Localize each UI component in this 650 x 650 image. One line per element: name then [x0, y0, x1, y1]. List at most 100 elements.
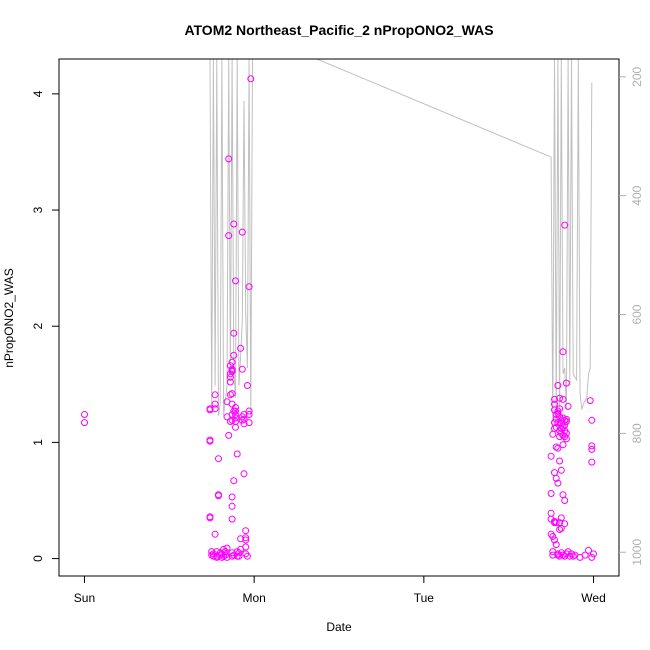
- data-point: [552, 541, 560, 549]
- data-point: [232, 414, 239, 422]
- data-point: [569, 552, 577, 560]
- y2-tick-label: 600: [630, 304, 644, 324]
- data-point: [206, 514, 214, 522]
- data-point: [581, 551, 589, 559]
- data-point: [554, 382, 562, 389]
- data-point: [554, 444, 562, 452]
- x-tick-label: Tue: [414, 591, 435, 605]
- chart-title: ATOM2 Northeast_Pacific_2 nPropONO2_WAS: [184, 22, 493, 38]
- data-point: [228, 400, 236, 408]
- data-point: [230, 351, 238, 359]
- data-point: [232, 407, 239, 415]
- data-point: [228, 515, 236, 523]
- data-point: [232, 423, 239, 431]
- data-point: [237, 344, 245, 352]
- data-point: [557, 466, 565, 474]
- data-point: [226, 418, 234, 425]
- data-point: [225, 431, 233, 439]
- y2-tick-label: 200: [630, 66, 644, 86]
- x-tick-label: Mon: [242, 591, 265, 605]
- data-point: [588, 442, 596, 450]
- data-point: [245, 283, 253, 291]
- data-point: [561, 520, 569, 528]
- y2-tick-label: 800: [630, 423, 644, 443]
- data-point: [588, 416, 596, 424]
- data-point: [237, 535, 245, 543]
- data-point: [588, 553, 596, 561]
- data-point: [220, 552, 228, 560]
- y-tick-label: 0: [31, 555, 45, 562]
- data-point: [235, 549, 243, 557]
- data-point: [228, 493, 236, 501]
- data-point: [554, 409, 562, 417]
- y-tick-label: 2: [31, 323, 45, 330]
- x-axis-label: Date: [326, 620, 352, 634]
- data-point: [209, 552, 217, 560]
- data-point: [556, 405, 564, 413]
- data-point: [242, 543, 250, 551]
- line-layer: [209, 59, 593, 428]
- data-point: [245, 411, 253, 418]
- data-point: [551, 536, 558, 544]
- data-point: [556, 457, 564, 465]
- data-point: [223, 553, 231, 561]
- data-point: [81, 411, 88, 418]
- data-point: [561, 497, 569, 504]
- data-point: [215, 492, 222, 500]
- data-point: [240, 411, 248, 418]
- data-point: [233, 450, 241, 458]
- x-tick-label: Sun: [74, 591, 95, 605]
- data-point: [223, 544, 231, 552]
- data-point: [235, 552, 243, 560]
- data-point: [562, 379, 570, 387]
- data-point: [225, 232, 233, 240]
- data-point: [228, 368, 236, 375]
- data-point: [206, 406, 214, 414]
- data-point: [230, 329, 238, 337]
- data-point: [243, 552, 251, 560]
- data-point: [547, 509, 555, 517]
- data-point: [561, 221, 569, 229]
- data-point: [226, 391, 234, 399]
- x-tick-label: Wed: [581, 591, 605, 605]
- y2-axis: 200 400 600 800 1000: [619, 66, 644, 566]
- data-point: [238, 365, 246, 373]
- data-point: [211, 405, 219, 413]
- data-point: [562, 418, 570, 425]
- data-point: [564, 402, 572, 410]
- data-point: [562, 435, 570, 443]
- data-point: [559, 395, 567, 403]
- data-point: [559, 491, 567, 499]
- data-point: [556, 433, 564, 441]
- data-point: [588, 445, 596, 453]
- data-point: [557, 524, 565, 532]
- data-point: [551, 395, 558, 403]
- data-point: [230, 477, 238, 485]
- data-point: [588, 458, 596, 466]
- x-axis: Sun Mon Tue Wed: [74, 576, 606, 605]
- data-point: [240, 415, 248, 423]
- data-point: [556, 413, 564, 421]
- data-point: [549, 533, 557, 540]
- y-axis-label: nPropONO2_WAS: [2, 268, 16, 368]
- data-point: [585, 546, 592, 554]
- data-point: [549, 551, 557, 559]
- data-point: [242, 534, 250, 542]
- data-point: [211, 391, 219, 399]
- data-point: [547, 452, 555, 460]
- data-point: [562, 415, 570, 423]
- y-axis: 0 1 2 3 4: [31, 90, 59, 562]
- y-tick-label: 1: [31, 439, 45, 446]
- y2-tick-label: 400: [630, 185, 644, 205]
- data-point: [551, 469, 558, 477]
- data-point: [556, 394, 564, 402]
- series-line-0: [209, 59, 593, 428]
- data-point: [245, 419, 253, 427]
- plot-frame: [58, 58, 620, 577]
- data-point: [586, 397, 594, 405]
- data-point: [245, 407, 253, 415]
- data-point: [559, 441, 567, 449]
- y-tick-label: 4: [31, 90, 45, 97]
- data-point: [552, 474, 560, 482]
